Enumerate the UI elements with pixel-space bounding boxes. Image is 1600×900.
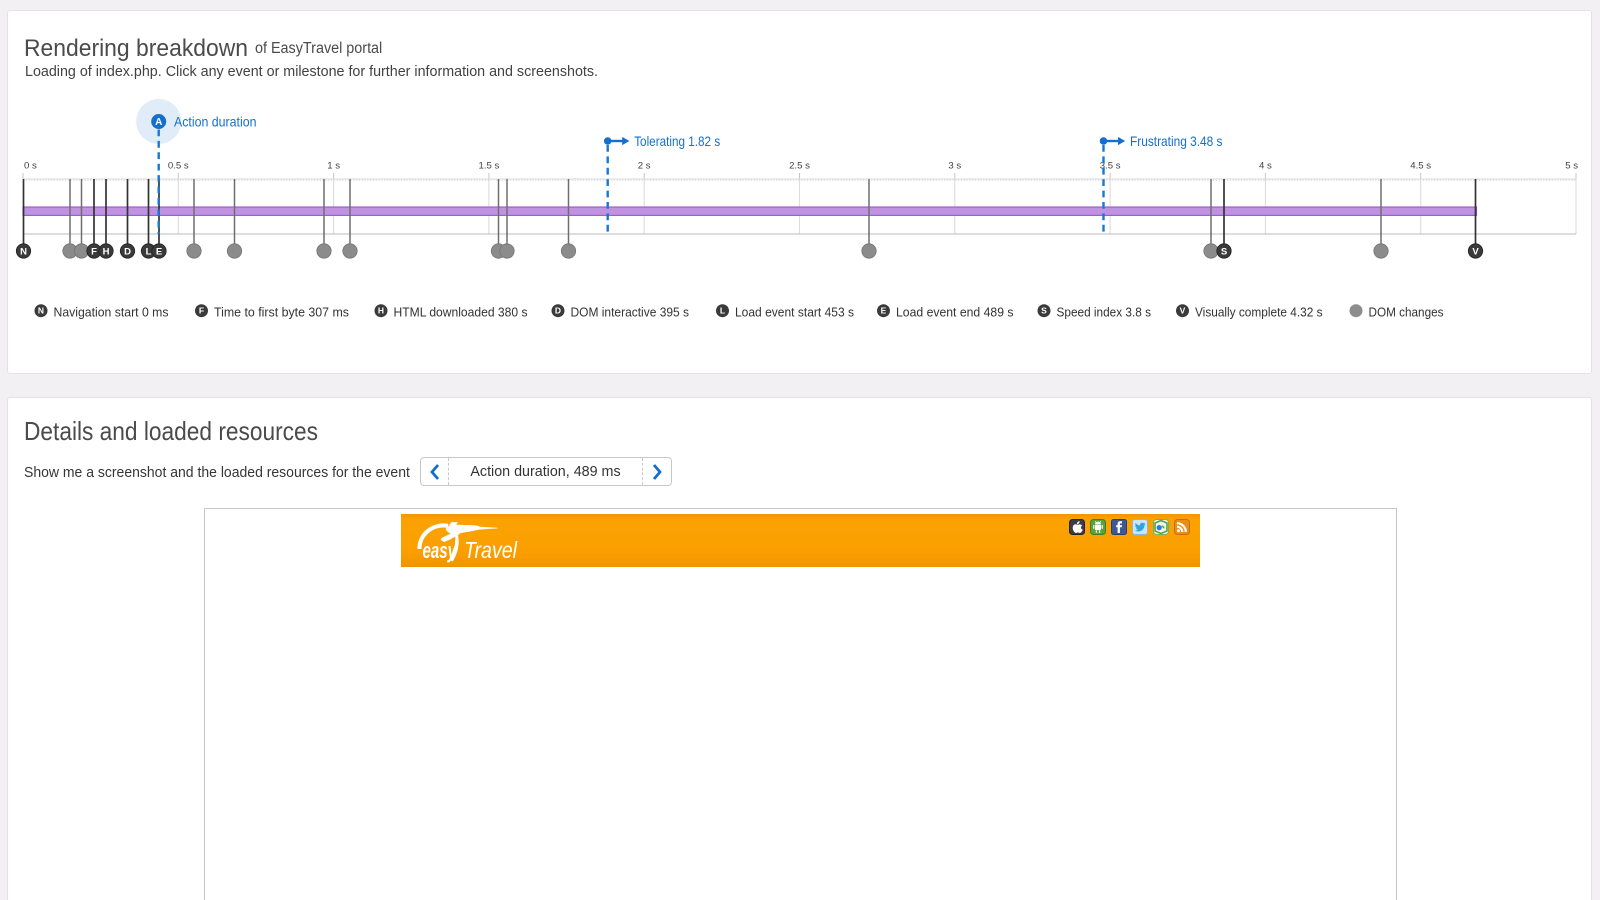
svg-text:F: F bbox=[91, 246, 97, 257]
svg-text:easy: easy bbox=[423, 538, 458, 563]
svg-text:Visually complete 4.32 s: Visually complete 4.32 s bbox=[1195, 304, 1323, 319]
svg-text:D: D bbox=[555, 306, 561, 316]
svg-text:E: E bbox=[881, 306, 887, 316]
svg-text:1 s: 1 s bbox=[327, 160, 340, 171]
svg-text:HTML downloaded 380 s: HTML downloaded 380 s bbox=[394, 304, 528, 319]
svg-text:S: S bbox=[1041, 306, 1047, 316]
svg-text:Action duration: Action duration bbox=[174, 113, 257, 129]
svg-text:0.5 s: 0.5 s bbox=[168, 160, 189, 171]
svg-text:A: A bbox=[155, 117, 162, 128]
svg-text:D: D bbox=[124, 246, 131, 257]
svg-text:5 s: 5 s bbox=[1565, 160, 1578, 171]
svg-text:Navigation start 0 ms: Navigation start 0 ms bbox=[54, 304, 169, 319]
svg-text:2.5 s: 2.5 s bbox=[789, 160, 810, 171]
svg-text:2 s: 2 s bbox=[638, 160, 651, 171]
svg-text:V: V bbox=[1180, 306, 1186, 316]
svg-text:4.5 s: 4.5 s bbox=[1410, 160, 1431, 171]
svg-text:N: N bbox=[20, 246, 27, 257]
svg-text:N: N bbox=[38, 306, 44, 316]
svg-text:DOM interactive 395 s: DOM interactive 395 s bbox=[571, 304, 690, 319]
svg-text:Frustrating 3.48 s: Frustrating 3.48 s bbox=[1130, 133, 1223, 149]
svg-text:H: H bbox=[378, 306, 384, 316]
svg-text:Time to first byte 307 ms: Time to first byte 307 ms bbox=[214, 304, 349, 319]
svg-text:Travel: Travel bbox=[464, 537, 518, 563]
svg-text:3.5 s: 3.5 s bbox=[1100, 160, 1121, 171]
svg-text:Tolerating 1.82 s: Tolerating 1.82 s bbox=[634, 133, 720, 149]
svg-text:Load event end 489 s: Load event end 489 s bbox=[896, 304, 1014, 319]
svg-text:V: V bbox=[1472, 246, 1479, 257]
svg-text:L: L bbox=[720, 306, 725, 316]
svg-text:Load event start 453 s: Load event start 453 s bbox=[735, 304, 854, 319]
svg-text:3 s: 3 s bbox=[948, 160, 961, 171]
svg-text:Speed index 3.8 s: Speed index 3.8 s bbox=[1057, 304, 1152, 319]
svg-text:4 s: 4 s bbox=[1259, 160, 1272, 171]
svg-text:0 s: 0 s bbox=[24, 160, 37, 171]
svg-text:E: E bbox=[156, 246, 162, 257]
svg-text:DOM changes: DOM changes bbox=[1369, 304, 1444, 319]
svg-text:1.5 s: 1.5 s bbox=[478, 160, 499, 171]
svg-text:F: F bbox=[199, 306, 204, 316]
svg-text:H: H bbox=[103, 246, 110, 257]
svg-text:S: S bbox=[1221, 246, 1227, 257]
svg-text:L: L bbox=[146, 246, 152, 257]
